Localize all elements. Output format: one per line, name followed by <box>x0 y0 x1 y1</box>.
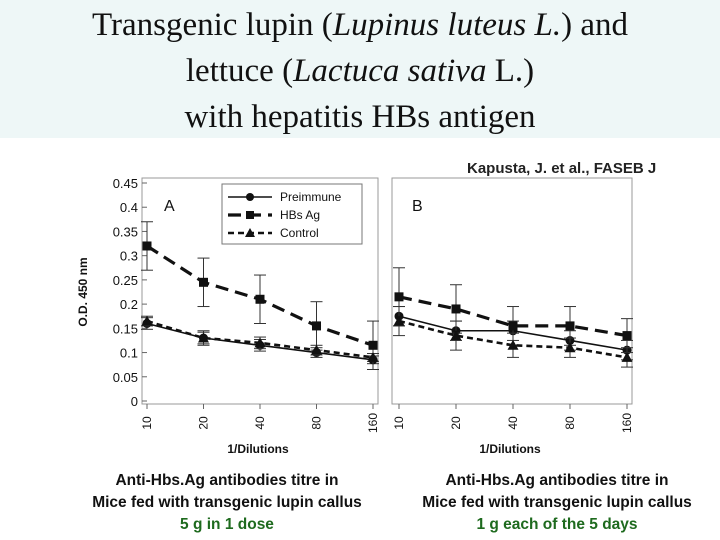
citation: Kapusta, J. et al., FASEB J <box>467 160 657 177</box>
y-tick-label: 0.3 <box>120 249 138 264</box>
legend-box <box>221 183 363 245</box>
caption-left-dose: 5 g in 1 dose <box>180 516 274 533</box>
y-tick-label: 0.05 <box>113 370 138 385</box>
legend-marker <box>246 211 254 219</box>
point-marker <box>199 277 208 287</box>
x-tick-label: 10 <box>392 416 406 430</box>
x-tick-label: 40 <box>506 416 520 430</box>
series-line-control <box>398 319 628 359</box>
y-tick-label: 0.1 <box>120 346 138 361</box>
point-marker <box>508 321 518 331</box>
caption-left: Anti-Hbs.Ag antibodies titre in Mice fed… <box>65 470 389 536</box>
y-tick-label: 0.15 <box>113 321 138 336</box>
point-marker <box>198 332 209 343</box>
x-axis-label: 1/Dilutions <box>227 442 289 456</box>
panel-label: B <box>412 198 423 215</box>
point-marker <box>393 315 405 326</box>
point-marker <box>451 304 461 314</box>
y-tick-label: 0.35 <box>113 224 138 239</box>
x-tick-label: 80 <box>310 416 324 430</box>
caption-right-line-1: Anti-Hbs.Ag antibodies titre in <box>445 472 669 489</box>
point-marker <box>622 331 632 341</box>
title-banner <box>0 0 720 138</box>
x-tick-label: 160 <box>366 413 380 433</box>
plot-frame-B <box>391 177 633 405</box>
x-tick-label: 40 <box>253 416 267 430</box>
legend-marker <box>246 193 254 201</box>
point-marker <box>141 315 153 326</box>
y-tick-label: 0.25 <box>113 273 138 288</box>
point-marker <box>311 344 322 355</box>
y-tick-label: 0.45 <box>113 176 138 191</box>
panel-label: A <box>164 198 175 215</box>
caption-right-line-2: Mice fed with transgenic lupin callus <box>422 494 692 511</box>
point-marker <box>564 342 576 353</box>
x-tick-label: 80 <box>563 416 577 430</box>
title-line-1: Transgenic lupin (Lupinus luteus L.) and <box>92 7 628 43</box>
point-marker <box>367 351 379 362</box>
caption-right: Anti-Hbs.Ag antibodies titre in Mice fed… <box>398 470 716 536</box>
point-marker <box>254 337 266 348</box>
legend-label: Control <box>280 226 319 240</box>
caption-right-dose: 1 g each of the 5 days <box>476 516 638 533</box>
y-tick-label: 0.2 <box>120 297 138 312</box>
caption-left-line-2: Mice fed with transgenic lupin callus <box>92 494 362 511</box>
x-tick-label: 20 <box>197 416 211 430</box>
x-tick-label: 10 <box>140 416 154 430</box>
legend-marker <box>245 228 255 237</box>
point-marker <box>565 321 575 331</box>
x-tick-label: 160 <box>620 413 634 433</box>
point-marker <box>394 292 404 302</box>
point-marker <box>312 321 321 331</box>
legend-label: HBs Ag <box>280 208 320 222</box>
y-tick-label: 0 <box>131 394 138 409</box>
x-tick-label: 20 <box>449 416 463 430</box>
x-axis-label: 1/Dilutions <box>479 442 541 456</box>
title-line-3: with hepatitis HBs antigen <box>184 99 536 135</box>
point-marker <box>621 351 633 362</box>
point-marker <box>507 339 519 350</box>
point-marker <box>142 241 152 251</box>
y-tick-label: 0.4 <box>120 200 138 215</box>
point-marker <box>255 294 265 304</box>
point-marker <box>450 330 462 341</box>
caption-left-line-1: Anti-Hbs.Ag antibodies titre in <box>115 472 339 489</box>
point-marker <box>368 340 378 350</box>
legend-label: Preimmune <box>280 190 342 204</box>
y-axis-label: O.D. 450 nm <box>76 257 90 326</box>
title-line-2: lettuce (Lactuca sativa L.) <box>185 53 535 89</box>
